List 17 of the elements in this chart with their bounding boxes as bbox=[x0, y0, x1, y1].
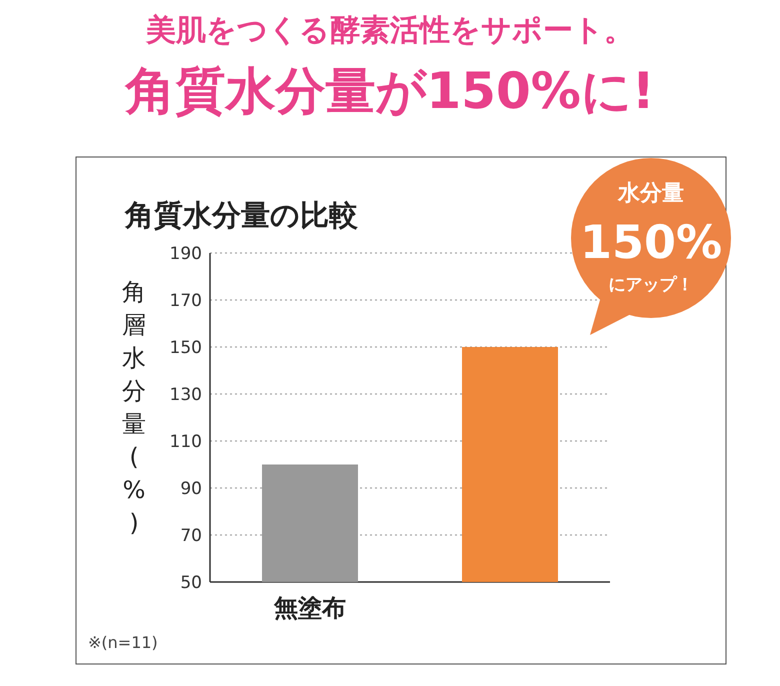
y-tick-label: 50 bbox=[180, 573, 202, 593]
y-tick-label: 190 bbox=[170, 244, 202, 264]
y-tick-label: 130 bbox=[170, 385, 202, 405]
chart-title: 美肌をつくる酵素活性をサポート。 bbox=[145, 13, 634, 48]
text: 角質水分量の比較 bbox=[124, 198, 358, 232]
x-tick-label: 無塗布 bbox=[273, 594, 346, 622]
y-tick-label: 170 bbox=[170, 291, 202, 311]
y-tick-label: 110 bbox=[170, 432, 202, 452]
y-tick-label: 90 bbox=[180, 479, 202, 499]
y-tick-label: 70 bbox=[180, 526, 202, 546]
annotation: にアップ！ bbox=[608, 275, 694, 295]
y-axis-title: 角層水分量(%) bbox=[122, 278, 146, 537]
y-tick-label: 150 bbox=[170, 338, 202, 358]
chart-subtitle: 角質水分量が150%に! bbox=[123, 62, 655, 120]
annotation: 150% bbox=[580, 215, 722, 269]
text: ※(n=11) bbox=[88, 633, 158, 652]
text: 水分量 bbox=[617, 181, 684, 206]
